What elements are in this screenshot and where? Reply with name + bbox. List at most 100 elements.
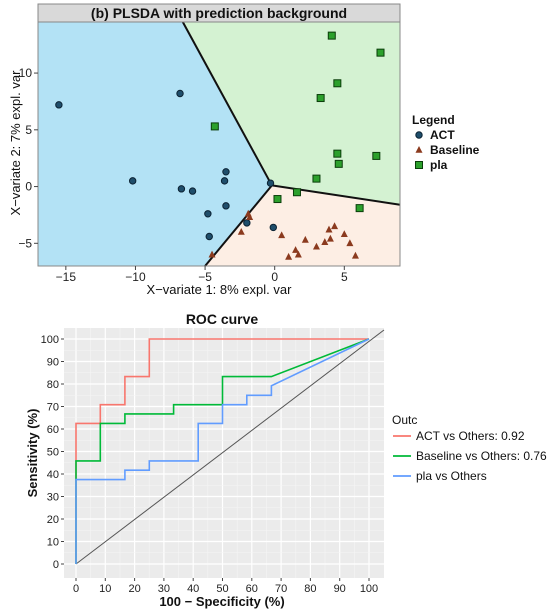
roc-y-tick-label: 40 — [47, 469, 59, 481]
plsda-x-tick-label: 0 — [271, 270, 278, 284]
roc-series-0 — [75, 338, 369, 564]
point-act-11 — [266, 179, 275, 187]
point-pla-10 — [372, 151, 381, 160]
roc-reference-diagonal — [75, 329, 385, 565]
roc-series-1 — [75, 338, 370, 564]
plsda-y-tick-label: 0 — [25, 180, 32, 194]
roc-legend-label-2: pla vs Others — [416, 469, 487, 483]
point-pla-7 — [333, 149, 342, 158]
point-act-0 — [55, 101, 63, 109]
point-pla-9 — [355, 204, 364, 213]
point-baseline-6 — [292, 246, 300, 253]
point-baseline-14 — [340, 230, 348, 238]
roc-y-tick-label: 80 — [47, 379, 59, 391]
point-act-4 — [188, 187, 197, 195]
plsda-x-tick-label: −15 — [56, 270, 77, 284]
decision-boundary-1 — [204, 184, 273, 267]
plsda-x-tick-label: −10 — [125, 270, 146, 284]
roc-series-2 — [75, 338, 370, 564]
roc-legend-label-1: Baseline vs Others: 0.76 — [416, 449, 547, 463]
point-baseline-4 — [278, 231, 286, 239]
roc-y-tick-label: 100 — [41, 334, 59, 346]
point-baseline-9 — [312, 242, 320, 250]
roc-x-tick-label: 100 — [360, 583, 378, 595]
point-act-10 — [243, 219, 251, 227]
point-baseline-12 — [326, 234, 334, 242]
point-act-2 — [176, 89, 184, 98]
point-baseline-8 — [301, 235, 309, 243]
roc-title: ROC curve — [186, 311, 259, 327]
roc-x-tick-label: 30 — [158, 583, 170, 595]
plsda-x-axis-label: X−variate 1: 8% expl. var — [147, 282, 293, 297]
region-pla — [182, 22, 400, 205]
plsda-panel-border — [37, 21, 401, 267]
roc-panel-background — [64, 328, 384, 578]
point-baseline-1 — [237, 227, 245, 235]
roc-x-tick-label: 50 — [216, 583, 228, 595]
point-pla-6 — [333, 79, 342, 88]
roc-x-tick-label: 60 — [246, 583, 258, 595]
roc-chart: ROC curve 0 10 20 30 40 50 60 70 80 90 100 0 10 20 30… — [25, 311, 547, 609]
decision-boundary-0 — [181, 21, 273, 186]
point-act-12 — [269, 223, 277, 232]
plsda-x-tick-label: −5 — [198, 270, 212, 284]
point-baseline-0 — [208, 250, 216, 258]
legend-key-pla — [415, 161, 423, 169]
roc-x-tick-label: 10 — [99, 583, 111, 595]
roc-x-tick-label: 20 — [128, 583, 140, 595]
point-baseline-11 — [325, 225, 333, 233]
roc-y-tick-label: 20 — [47, 514, 59, 526]
legend-key-act — [415, 131, 423, 139]
point-baseline-10 — [321, 238, 329, 245]
region-act — [38, 22, 272, 266]
legend-label-pla: pla — [430, 158, 448, 172]
point-pla-3 — [312, 174, 321, 183]
plsda-legend-title: Legend — [412, 113, 455, 127]
point-baseline-7 — [294, 250, 302, 258]
roc-y-tick-label: 10 — [47, 537, 59, 549]
plsda-y-tick-label: −5 — [18, 236, 32, 250]
roc-x-tick-label: 70 — [275, 583, 287, 595]
legend-label-act: ACT — [430, 128, 455, 142]
point-act-6 — [205, 232, 213, 241]
roc-y-tick-label: 30 — [47, 492, 59, 504]
point-pla-11 — [376, 48, 385, 57]
point-act-8 — [220, 177, 229, 185]
roc-legend-title: Outc — [392, 413, 417, 427]
roc-y-tick-label: 70 — [47, 402, 59, 414]
roc-y-axis-label: Sensitivity (%) — [25, 409, 40, 498]
point-baseline-3 — [246, 213, 254, 220]
point-act-7 — [222, 168, 230, 176]
point-baseline-5 — [285, 252, 293, 260]
plsda-y-axis-label: X−variate 2: 7% expl. var — [8, 70, 23, 216]
plsda-x-tick-label: 5 — [341, 270, 348, 284]
point-baseline-16 — [351, 251, 359, 259]
point-act-3 — [177, 185, 186, 193]
point-baseline-13 — [331, 222, 339, 230]
roc-x-tick-label: 0 — [73, 583, 79, 595]
point-act-1 — [128, 177, 137, 185]
plsda-y-tick-label: 10 — [19, 66, 33, 80]
plsda-y-tick-label: 5 — [25, 123, 32, 137]
plsda-chart: (b) PLSDA with prediction background −15… — [8, 3, 480, 297]
point-act-9 — [222, 202, 230, 210]
plsda-title: (b) PLSDA with prediction background — [91, 5, 347, 21]
point-pla-4 — [316, 94, 325, 103]
roc-x-tick-label: 80 — [304, 583, 316, 595]
roc-x-tick-label: 40 — [187, 583, 199, 595]
point-pla-5 — [327, 31, 336, 40]
roc-legend-label-0: ACT vs Others: 0.92 — [416, 429, 525, 443]
point-pla-1 — [273, 195, 282, 204]
legend-key-baseline — [415, 146, 423, 153]
roc-y-tick-label: 90 — [47, 357, 59, 369]
roc-y-tick-label: 60 — [47, 424, 59, 436]
point-pla-2 — [292, 188, 301, 197]
point-pla-0 — [210, 122, 219, 131]
point-baseline-15 — [346, 239, 354, 247]
point-act-5 — [204, 210, 212, 218]
roc-x-axis-label: 100 − Specificity (%) — [159, 594, 284, 609]
roc-x-tick-label: 90 — [334, 583, 346, 595]
roc-y-tick-label: 50 — [47, 447, 59, 459]
roc-y-tick-label: 0 — [53, 559, 59, 571]
legend-label-baseline: Baseline — [430, 143, 480, 157]
